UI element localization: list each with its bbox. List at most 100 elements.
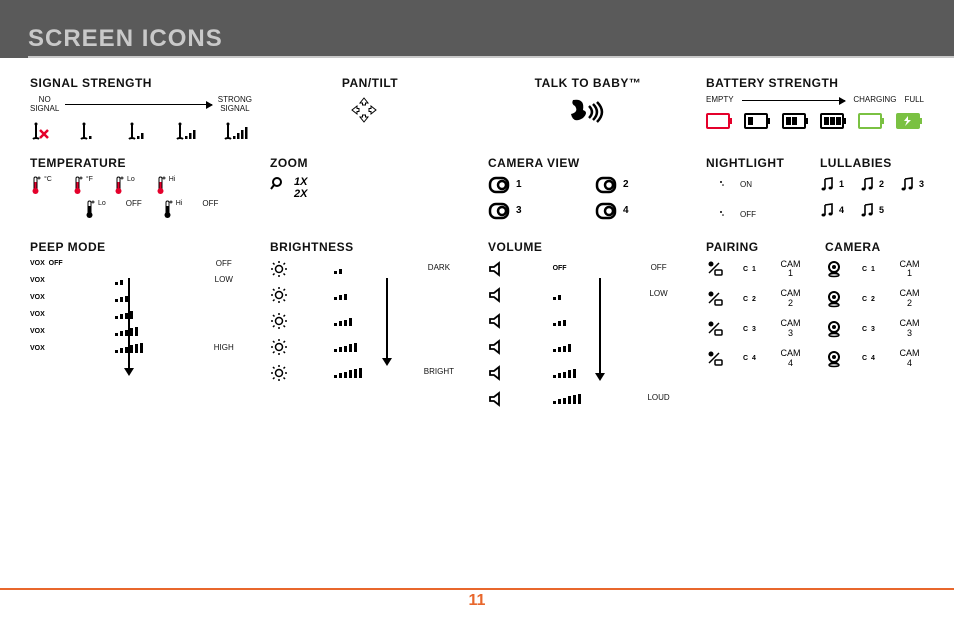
sun-icon xyxy=(270,286,288,304)
lullaby-item: 3 xyxy=(900,176,924,192)
temperature-row1: °C°FLoHi xyxy=(30,176,252,196)
nightlight-title: NIGHTLIGHT xyxy=(706,156,800,170)
battery-icon xyxy=(744,113,772,129)
section-zoom: ZOOM 1X 2X xyxy=(270,156,470,226)
section-camera: CAMERA C 1CAM1C 2CAM2C 3CAM3C 4CAM4 xyxy=(825,240,924,408)
vox-label: VOX xyxy=(30,277,99,284)
camera-title: CAMERA xyxy=(825,240,924,254)
volume-title: VOLUME xyxy=(488,240,688,254)
section-pair-cam: PAIRING C 1CAM1C 2CAM2C 3CAM3C 4CAM4 CAM… xyxy=(706,240,924,408)
battery-icon xyxy=(896,113,924,129)
sun-icon xyxy=(270,312,288,330)
content-grid: SIGNAL STRENGTH NO SIGNAL STRONG SIGNAL … xyxy=(0,58,954,408)
temp-item: Hi xyxy=(155,176,176,196)
section-peep: PEEP MODE VOX OFFOFFVOXLOWVOXVOXVOXVOXHI… xyxy=(30,240,252,408)
pairing-title: PAIRING xyxy=(706,240,805,254)
antenna-icon xyxy=(30,122,60,142)
camera-view-title: CAMERA VIEW xyxy=(488,156,688,170)
antenna-icon xyxy=(126,122,156,142)
pair-icon xyxy=(706,320,724,338)
section-nightlight: NIGHTLIGHT ON OFF xyxy=(706,156,800,226)
page-title: SCREEN ICONS xyxy=(28,25,954,58)
battery-icon xyxy=(858,113,886,129)
brightness-title: BRIGHTNESS xyxy=(270,240,470,254)
zoom-1x: 1X xyxy=(294,176,307,188)
speaker-icon xyxy=(488,286,504,304)
signal-title: SIGNAL STRENGTH xyxy=(30,76,252,90)
sun-icon xyxy=(270,364,288,382)
down-arrow-icon xyxy=(380,278,394,366)
speaker-icon xyxy=(488,312,504,330)
vox-label: VOX xyxy=(30,345,99,352)
camera-icon xyxy=(825,320,843,338)
camera-icon xyxy=(825,350,843,368)
battery-icons xyxy=(706,113,924,129)
pair-icon xyxy=(706,260,724,278)
page-number: 11 xyxy=(469,592,486,609)
signal-icons xyxy=(30,122,252,142)
pair-icon xyxy=(706,290,724,308)
speaker-icon xyxy=(488,338,504,356)
speaker-icon xyxy=(488,260,504,278)
section-pairing: PAIRING C 1CAM1C 2CAM2C 3CAM3C 4CAM4 xyxy=(706,240,805,408)
antenna-icon xyxy=(174,122,204,142)
battery-icon xyxy=(782,113,810,129)
section-signal: SIGNAL STRENGTH NO SIGNAL STRONG SIGNAL xyxy=(30,76,252,142)
vox-label: VOX OFF xyxy=(30,260,99,267)
lullaby-item: 5 xyxy=(860,202,884,218)
section-brightness: BRIGHTNESS DARKBRIGHT xyxy=(270,240,470,408)
moon-icon xyxy=(706,206,726,226)
camera-grid: C 1CAM1C 2CAM2C 3CAM3C 4CAM4 xyxy=(825,260,924,369)
sun-icon xyxy=(270,338,288,356)
zoom-title: ZOOM xyxy=(270,156,470,170)
signal-no-label: NO SIGNAL xyxy=(30,96,59,114)
section-volume: VOLUME OFFOFFLOWLOUD xyxy=(488,240,688,408)
magnify-icon xyxy=(270,176,286,192)
pan-tilt-title: PAN/TILT xyxy=(270,76,470,90)
lullabies-title: LULLABIES xyxy=(820,156,924,170)
pan-tilt-arrows-icon xyxy=(350,96,390,134)
volume-grid: OFFOFFLOWLOUD xyxy=(488,260,688,408)
pair-icon xyxy=(706,350,724,368)
section-lullabies: LULLABIES 12345 xyxy=(820,156,924,226)
antenna-icon xyxy=(222,122,252,142)
signal-header: NO SIGNAL STRONG SIGNAL xyxy=(30,96,252,114)
signal-strong-label: STRONG SIGNAL xyxy=(218,96,252,114)
talk-title: TALK TO BABY™ xyxy=(488,76,688,90)
battery-charging-label: CHARGING xyxy=(853,96,896,105)
pairing-grid: C 1CAM1C 2CAM2C 3CAM3C 4CAM4 xyxy=(706,260,805,369)
camera-view-grid: 1234 xyxy=(488,176,688,220)
section-night-lulla: NIGHTLIGHT ON OFF LULLABIES 12345 xyxy=(706,156,924,226)
moon-icon xyxy=(706,176,726,196)
section-camera-view: CAMERA VIEW 1234 xyxy=(488,156,688,226)
peep-title: PEEP MODE xyxy=(30,240,252,254)
battery-title: BATTERY STRENGTH xyxy=(706,76,924,90)
antenna-icon xyxy=(78,122,108,142)
camera-view-item: 4 xyxy=(595,202,688,220)
sun-icon xyxy=(270,260,288,278)
section-temperature: TEMPERATURE °C°FLoHi LoOFFHiOFF xyxy=(30,156,252,226)
zoom-2x: 2X xyxy=(294,188,307,200)
battery-header: EMPTY CHARGING FULL xyxy=(706,96,924,105)
battery-icon xyxy=(706,113,734,129)
signal-arrow-icon xyxy=(65,104,211,105)
camera-view-item: 2 xyxy=(595,176,688,194)
peep-grid: VOX OFFOFFVOXLOWVOXVOXVOXVOXHIGH xyxy=(30,260,252,354)
nightlight-off: OFF xyxy=(706,206,800,226)
lullaby-item: 1 xyxy=(820,176,844,192)
camera-icon xyxy=(825,290,843,308)
lullabies-grid: 12345 xyxy=(820,176,924,218)
battery-arrow-icon xyxy=(742,100,846,101)
talk-face-icon xyxy=(565,96,611,132)
temp-item: Lo xyxy=(113,176,135,196)
camera-icon xyxy=(825,260,843,278)
section-talk: TALK TO BABY™ xyxy=(488,76,688,142)
camera-view-item: 1 xyxy=(488,176,581,194)
down-arrow-icon xyxy=(122,278,136,376)
speaker-icon xyxy=(488,364,504,382)
section-battery: BATTERY STRENGTH EMPTY CHARGING FULL xyxy=(706,76,924,142)
page-footer: 11 xyxy=(0,588,954,618)
vox-label: VOX xyxy=(30,311,99,318)
nightlight-on: ON xyxy=(706,176,800,196)
zoom-rows: 1X 2X xyxy=(270,176,470,200)
